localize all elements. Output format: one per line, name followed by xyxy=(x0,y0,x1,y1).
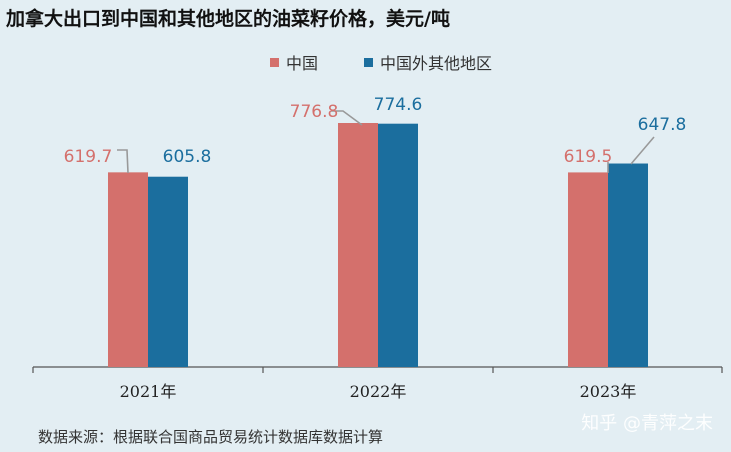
legend-swatch-china xyxy=(270,57,279,67)
data-label-china-3: 619.5 xyxy=(564,147,613,167)
data-label-leader xyxy=(331,110,363,126)
source-note: 数据来源：根据联合国商品贸易统计数据库数据计算 xyxy=(38,428,384,446)
data-label-china-2: 776.8 xyxy=(290,102,339,122)
data-label-other-1: 605.8 xyxy=(163,147,212,167)
bar-china-3 xyxy=(568,172,608,367)
legend-item-china: 中国 xyxy=(270,50,318,74)
watermark: 知乎 @青萍之末 xyxy=(581,413,713,434)
data-label-leader xyxy=(630,136,655,165)
data-label-other-2: 774.6 xyxy=(374,95,423,115)
x-tick-label-1: 2021年 xyxy=(120,382,177,401)
data-label-other-3: 647.8 xyxy=(638,115,687,135)
bar-china-1 xyxy=(108,172,148,367)
legend-label-other: 中国外其他地区 xyxy=(380,54,493,73)
legend-label-china: 中国 xyxy=(286,54,319,73)
bar-china-2 xyxy=(338,123,378,367)
legend-swatch-other xyxy=(364,57,374,67)
data-label-leader xyxy=(117,149,129,174)
bar-other-1 xyxy=(148,176,188,367)
legend: 中国 中国外其他地区 xyxy=(270,50,538,74)
bar-other-2 xyxy=(378,123,418,367)
legend-item-other: 中国外其他地区 xyxy=(364,50,492,74)
bar-other-3 xyxy=(608,163,648,367)
x-tick-label-2: 2022年 xyxy=(350,382,407,401)
data-label-china-1: 619.7 xyxy=(64,147,113,167)
x-tick-label-3: 2023年 xyxy=(580,382,637,401)
chart-title: 加拿大出口到中国和其他地区的油菜籽价格，美元/吨 xyxy=(6,8,450,30)
